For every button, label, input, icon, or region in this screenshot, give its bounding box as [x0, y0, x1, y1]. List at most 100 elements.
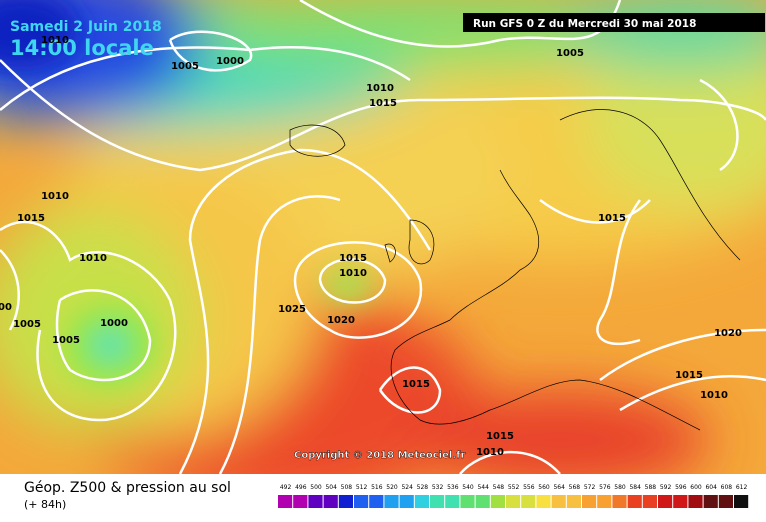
isobar-labels: 1010 1005 1000 1005 1010 1015 1010 1015 1010 1015… — [0, 35, 742, 458]
legend-value: 596 — [675, 484, 687, 491]
isobar-label: 1015 — [402, 379, 430, 390]
isobar-label: 1020 — [327, 315, 355, 326]
legend-swatch — [642, 495, 657, 508]
legend-value: 576 — [599, 484, 611, 491]
legend: 492 496 500 504 508 512 516 520 524 528 532 536 540 5… — [278, 484, 749, 508]
isobar-label: 1015 — [598, 213, 626, 224]
footer-lead: (+ 84h) — [24, 498, 66, 511]
legend-swatch — [658, 495, 673, 508]
time-label: 14:00 locale — [10, 36, 154, 60]
legend-swatch — [566, 495, 581, 508]
legend-swatch — [384, 495, 399, 508]
isobar-label: 1010 — [700, 390, 728, 401]
legend-swatch — [445, 495, 460, 508]
isobar-label: 1015 — [339, 253, 367, 264]
isobar-label: 1010 — [339, 268, 367, 279]
legend-value: 608 — [721, 484, 733, 491]
legend-value: 572 — [584, 484, 596, 491]
run-box — [463, 13, 765, 32]
legend-swatch — [673, 495, 688, 508]
legend-swatch — [506, 495, 521, 508]
legend-value: 564 — [553, 484, 565, 491]
isobar-label: 1005 — [556, 48, 584, 59]
legend-value: 512 — [356, 484, 368, 491]
legend-swatch — [308, 495, 323, 508]
legend-value: 584 — [629, 484, 641, 491]
legend-swatch — [323, 495, 338, 508]
isobar-label: 1015 — [369, 98, 397, 109]
date-label: Samedi 2 Juin 2018 — [10, 19, 162, 35]
isobar-label: 1010 — [41, 35, 69, 46]
legend-swatch — [536, 495, 551, 508]
legend-value: 580 — [614, 484, 626, 491]
legend-value: 556 — [523, 484, 535, 491]
legend-swatch — [460, 495, 475, 508]
legend-value: 604 — [705, 484, 717, 491]
legend-swatch — [369, 495, 384, 508]
legend-value: 548 — [493, 484, 505, 491]
isobar-label: 1000 — [100, 318, 128, 329]
legend-value: 560 — [538, 484, 550, 491]
legend-value: 520 — [386, 484, 398, 491]
legend-swatch — [551, 495, 566, 508]
field — [0, 0, 766, 474]
legend-value: 592 — [660, 484, 672, 491]
legend-swatch — [490, 495, 505, 508]
legend-value: 588 — [645, 484, 657, 491]
legend-swatch — [414, 495, 429, 508]
legend-swatch — [612, 495, 627, 508]
legend-swatch — [278, 495, 293, 508]
legend-swatch — [734, 495, 749, 508]
legend-value: 552 — [508, 484, 520, 491]
legend-swatch — [627, 495, 642, 508]
legend-value: 532 — [432, 484, 444, 491]
isobar-label: 1000 — [216, 56, 244, 67]
isobar-label: 1015 — [675, 370, 703, 381]
isobars — [0, 0, 766, 474]
legend-swatch — [354, 495, 369, 508]
legend-value: 508 — [341, 484, 353, 491]
legend-swatch — [703, 495, 718, 508]
footer-title: Géop. Z500 & pression au sol — [24, 480, 231, 496]
legend-value: 536 — [447, 484, 459, 491]
legend-value: 492 — [280, 484, 292, 491]
legend-swatch — [597, 495, 612, 508]
isobar-label: 1025 — [278, 304, 306, 315]
isobar-label: 1020 — [714, 328, 742, 339]
isobar-label: 1010 — [79, 253, 107, 264]
legend-value: 496 — [295, 484, 307, 491]
legend-swatch — [475, 495, 490, 508]
isobar-label: 1005 — [13, 319, 41, 330]
legend-swatch — [338, 495, 353, 508]
legend-value: 540 — [462, 484, 474, 491]
run-label: Run GFS 0 Z du Mercredi 30 mai 2018 — [473, 18, 696, 30]
legend-value: 516 — [371, 484, 383, 491]
isobar-label: 1010 — [366, 83, 394, 94]
legend-value: 504 — [325, 484, 337, 491]
legend-value: 524 — [401, 484, 413, 491]
legend-value: 600 — [690, 484, 702, 491]
legend-swatch — [430, 495, 445, 508]
coastlines — [289, 109, 741, 431]
legend-value: 544 — [477, 484, 489, 491]
legend-swatch — [582, 495, 597, 508]
isobar-label: 00 — [0, 302, 12, 313]
isobar-label: 1015 — [17, 213, 45, 224]
isobar-label: 1015 — [486, 431, 514, 442]
isobar-label: 1005 — [171, 61, 199, 72]
legend-value: 568 — [569, 484, 581, 491]
legend-swatch — [521, 495, 536, 508]
legend-swatch — [293, 495, 308, 508]
legend-value: 528 — [417, 484, 429, 491]
isobar-label: 1010 — [476, 447, 504, 458]
legend-value: 612 — [736, 484, 748, 491]
isobar-label: 1010 — [41, 191, 69, 202]
legend-value: 500 — [310, 484, 322, 491]
legend-swatch — [718, 495, 733, 508]
copyright: Copyright © 2018 Meteociel.fr — [294, 450, 465, 461]
isobar-label: 1005 — [52, 335, 80, 346]
legend-swatch — [399, 495, 414, 508]
legend-swatch — [688, 495, 703, 508]
